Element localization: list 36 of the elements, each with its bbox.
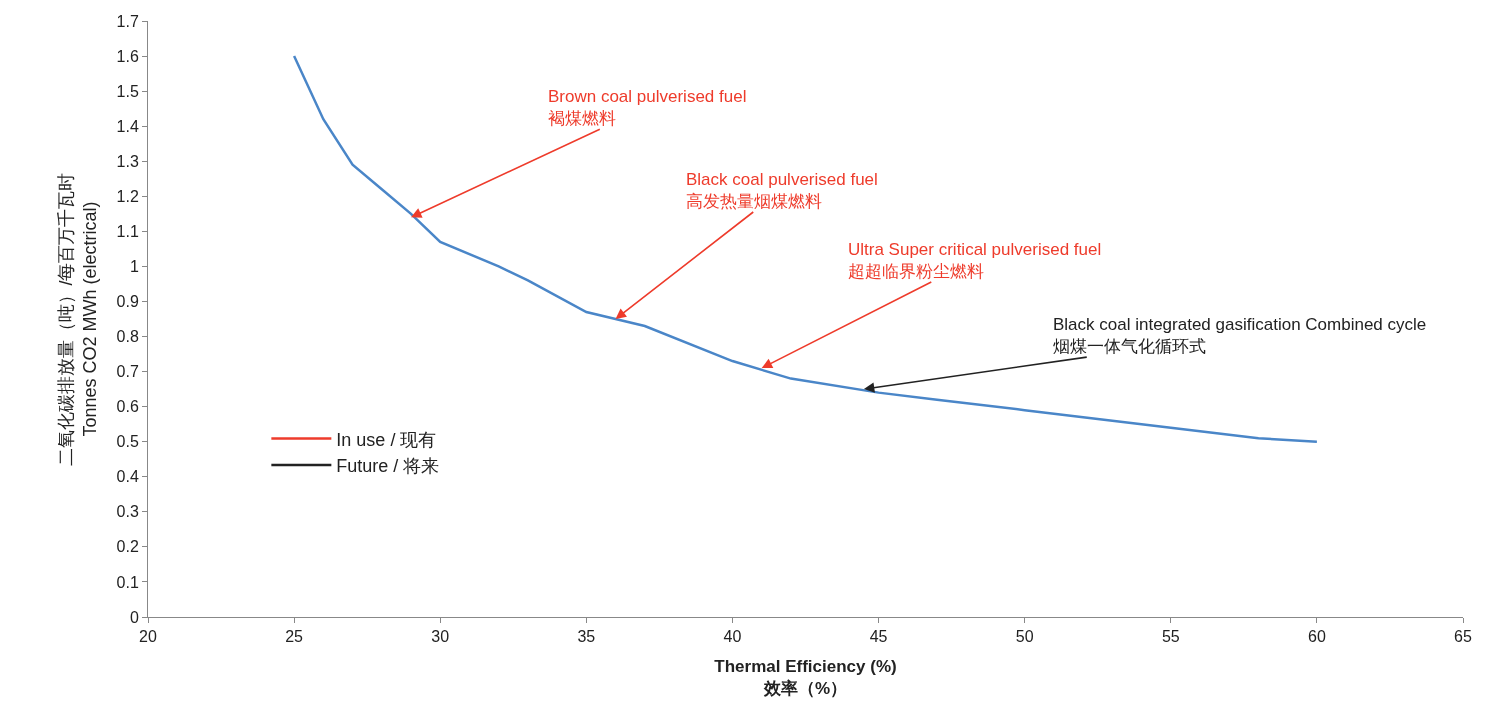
x-axis-title: Thermal Efficiency (%) 效率（%） bbox=[714, 656, 897, 698]
x-tick-label: 60 bbox=[1307, 628, 1326, 646]
y-tick-label: 0.6 bbox=[116, 398, 139, 416]
y-tick-label: 0.7 bbox=[116, 363, 139, 381]
x-tick-label: 30 bbox=[431, 628, 450, 646]
y-tick-label: 1 bbox=[129, 258, 139, 276]
y-tick-label: 1.7 bbox=[116, 12, 139, 30]
y-tick-label: 1.2 bbox=[116, 187, 139, 205]
annotation: Ultra Super critical pulverised fuel 超超临界粉尘燃料 bbox=[848, 240, 1102, 282]
x-tick-label: 55 bbox=[1161, 628, 1180, 646]
y-tick-label: 0.9 bbox=[116, 293, 139, 311]
annotation: Brown coal pulverised fuel 褐煤燃料 bbox=[548, 87, 747, 129]
y-tick-label: 1.6 bbox=[116, 47, 139, 65]
y-axis-title: 二氧化碳排放量（吨）/每百万千瓦时 Tonnes CO2 MWh (electrical) bbox=[56, 172, 100, 466]
x-tick-label: 50 bbox=[1015, 628, 1034, 646]
y-tick-label: 0.2 bbox=[116, 538, 139, 556]
annotation: Black coal pulverised fuel 高发热量烟煤燃料 bbox=[686, 170, 878, 212]
y-tick-label: 0.1 bbox=[116, 573, 139, 591]
legend-label: In use / 现有 bbox=[336, 429, 437, 450]
x-tick-label: 35 bbox=[577, 628, 596, 646]
y-tick-label: 1.1 bbox=[116, 222, 139, 240]
y-tick-label: 0.5 bbox=[116, 433, 139, 451]
legend-label: Future / 将来 bbox=[336, 455, 440, 476]
x-tick-label: 40 bbox=[723, 628, 742, 646]
y-tick-label: 1.3 bbox=[116, 152, 139, 170]
y-tick-label: 0 bbox=[129, 608, 139, 626]
x-tick-label: 45 bbox=[869, 628, 888, 646]
x-tick-label: 20 bbox=[139, 628, 157, 646]
y-tick-label: 0.8 bbox=[116, 328, 139, 346]
annotation: Black coal integrated gasification Combined cycle 烟煤一体气化循环式 bbox=[1053, 315, 1427, 357]
y-tick-label: 1.4 bbox=[116, 117, 139, 135]
y-tick-label: 0.4 bbox=[116, 468, 139, 486]
y-tick-label: 1.5 bbox=[116, 82, 139, 100]
y-tick-label: 0.3 bbox=[116, 503, 139, 521]
x-tick-label: 25 bbox=[285, 628, 304, 646]
x-tick-label: 65 bbox=[1454, 628, 1472, 646]
